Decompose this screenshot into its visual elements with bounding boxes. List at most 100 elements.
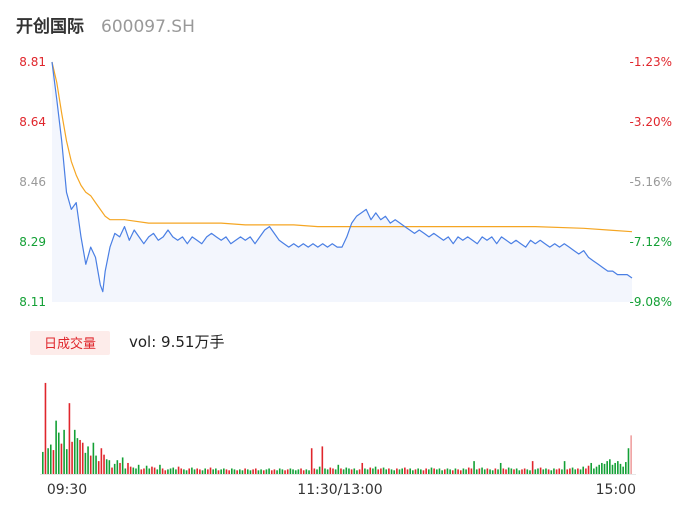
volume-bar — [526, 469, 529, 474]
volume-panel — [40, 382, 636, 475]
volume-bar — [329, 467, 332, 474]
volume-bar — [393, 470, 396, 474]
volume-bar — [42, 451, 44, 474]
volume-bar — [113, 463, 116, 474]
volume-bar — [159, 464, 161, 474]
volume-bar — [239, 469, 241, 474]
x-tick-label: 09:30 — [47, 482, 87, 498]
volume-bar — [627, 448, 630, 474]
volume-bar — [358, 469, 361, 474]
volume-bar — [169, 468, 172, 474]
volume-bar — [273, 469, 276, 474]
volume-bar — [81, 442, 84, 474]
x-tick-label: 11:30/13:00 — [297, 482, 382, 498]
volume-bar — [87, 446, 89, 474]
volume-bar — [454, 468, 457, 474]
volume-bar — [550, 470, 553, 474]
volume-bar — [55, 420, 57, 474]
volume-bar — [124, 468, 127, 474]
volume-bar — [531, 461, 534, 474]
volume-bar — [446, 468, 449, 474]
volume-bar — [502, 468, 505, 474]
volume-bar — [483, 469, 486, 474]
volume-bar — [164, 470, 167, 474]
volume-bar — [582, 466, 585, 474]
volume-bar — [555, 469, 558, 474]
volume-bar — [486, 468, 489, 474]
volume-bar — [257, 470, 260, 474]
volume-bar — [587, 465, 590, 474]
volume-bars-layer — [42, 382, 632, 474]
volume-bar — [566, 469, 569, 474]
volume-bar — [507, 467, 510, 474]
y-left-tick-label: 8.11 — [19, 295, 46, 309]
price-area-fill — [52, 62, 632, 302]
volume-bar — [278, 468, 281, 474]
volume-bar — [569, 468, 571, 474]
average-price-line — [51, 61, 633, 233]
volume-bar — [385, 469, 388, 474]
volume-bar — [161, 468, 164, 474]
volume-bar — [420, 469, 422, 474]
volume-bar — [441, 470, 443, 474]
volume-bar — [542, 469, 545, 474]
volume-bar — [145, 465, 148, 474]
volume-bar — [619, 463, 622, 474]
volume-bar — [188, 468, 191, 474]
volume-bar — [89, 455, 92, 474]
volume-bar — [611, 464, 614, 474]
volume-bar — [196, 468, 199, 474]
volume-bar — [68, 403, 71, 474]
volume-bar — [518, 470, 521, 474]
volume-bar — [430, 467, 433, 474]
volume-bar — [374, 466, 377, 474]
volume-bar — [167, 469, 169, 474]
volume-bar — [116, 460, 119, 474]
y-left-tick-label: 8.81 — [19, 55, 46, 69]
volume-bar — [207, 469, 209, 474]
volume-bar — [318, 466, 321, 474]
volume-bar — [57, 432, 60, 474]
volume-bar — [47, 448, 49, 474]
volume-bar — [593, 468, 595, 474]
volume-bar — [140, 469, 143, 474]
volume-bar — [204, 468, 206, 474]
price-line — [51, 61, 633, 293]
volume-bar — [438, 468, 441, 474]
volume-bar — [412, 470, 414, 474]
volume-bar — [313, 468, 316, 474]
volume-bar — [558, 468, 561, 474]
volume-bar — [390, 469, 393, 474]
volume-bar — [491, 470, 494, 474]
volume-bar — [308, 470, 310, 474]
volume-bar — [65, 449, 68, 474]
volume-bar — [302, 470, 305, 474]
volume-bar — [497, 469, 499, 474]
volume-bar — [340, 468, 342, 474]
volume-bar — [414, 469, 417, 474]
volume-bar — [398, 469, 401, 474]
volume-bar — [470, 468, 473, 474]
volume-bar — [579, 469, 582, 474]
volume-bar — [254, 468, 257, 474]
volume-bar — [603, 463, 606, 474]
y-right-tick-label: -5.16% — [630, 175, 672, 189]
volume-bar — [76, 438, 79, 474]
volume-bar — [529, 470, 531, 474]
volume-bar — [505, 469, 507, 474]
volume-bar — [262, 470, 265, 474]
price-area-layer — [52, 62, 632, 302]
volume-bar — [553, 468, 555, 474]
volume-bar — [574, 469, 577, 474]
y-left-tick-label: 8.64 — [19, 115, 46, 129]
volume-bar — [630, 435, 632, 474]
volume-bar — [489, 469, 491, 474]
volume-bar — [100, 448, 103, 474]
volume-tab[interactable] — [30, 331, 110, 355]
volume-bar — [241, 470, 244, 474]
volume-bar — [513, 469, 515, 474]
volume-bar — [499, 462, 502, 474]
volume-bar — [183, 469, 185, 474]
volume-bar — [337, 464, 340, 474]
volume-bar — [534, 469, 537, 474]
